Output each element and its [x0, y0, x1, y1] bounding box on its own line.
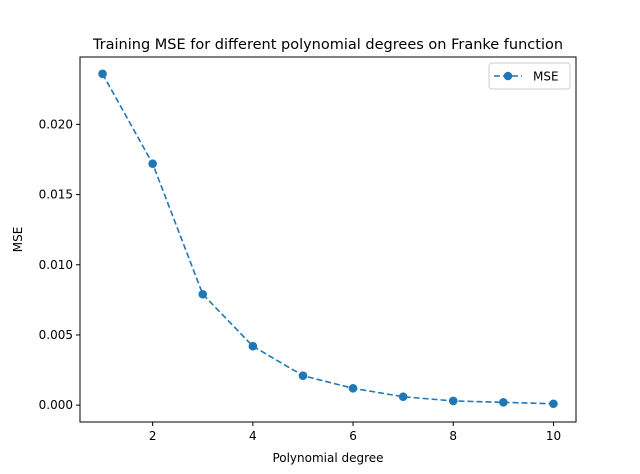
x-tick-label: 10 [546, 429, 561, 443]
x-tick-label: 6 [349, 429, 357, 443]
legend: MSE [488, 62, 571, 90]
x-tick-label: 4 [249, 429, 257, 443]
series-line [101, 73, 554, 405]
x-tick-label: 2 [149, 429, 157, 443]
data-point [499, 398, 508, 407]
data-point [549, 399, 558, 409]
y-tick-label: 0.010 [39, 258, 73, 272]
y-tick-label: 0.000 [39, 398, 73, 412]
data-point [348, 384, 358, 393]
x-axis-label: Polynomial degree [272, 451, 383, 465]
data-point [198, 289, 208, 299]
y-tick-label: 0.015 [39, 188, 73, 202]
data-point [98, 69, 107, 79]
y-axis-label: MSE [11, 227, 25, 253]
legend-marker [503, 71, 513, 81]
series-layer [98, 69, 558, 409]
y-tick-label: 0.020 [39, 117, 73, 131]
chart-title: Training MSE for different polynomial de… [92, 37, 563, 53]
legend-box [488, 62, 571, 90]
x-tick-label: 8 [449, 429, 457, 443]
axes-layer: 2 4 6 8 10 0.000 0.005 0.010 0.015 0.020 [39, 117, 561, 443]
plot-frame [79, 56, 577, 423]
data-point [298, 371, 308, 380]
data-point [398, 392, 408, 402]
data-point [448, 396, 458, 406]
data-point [248, 341, 258, 351]
data-point [148, 159, 157, 168]
y-tick-label: 0.005 [39, 328, 73, 342]
legend-label: MSE [533, 70, 559, 84]
plot-area [80, 57, 576, 422]
